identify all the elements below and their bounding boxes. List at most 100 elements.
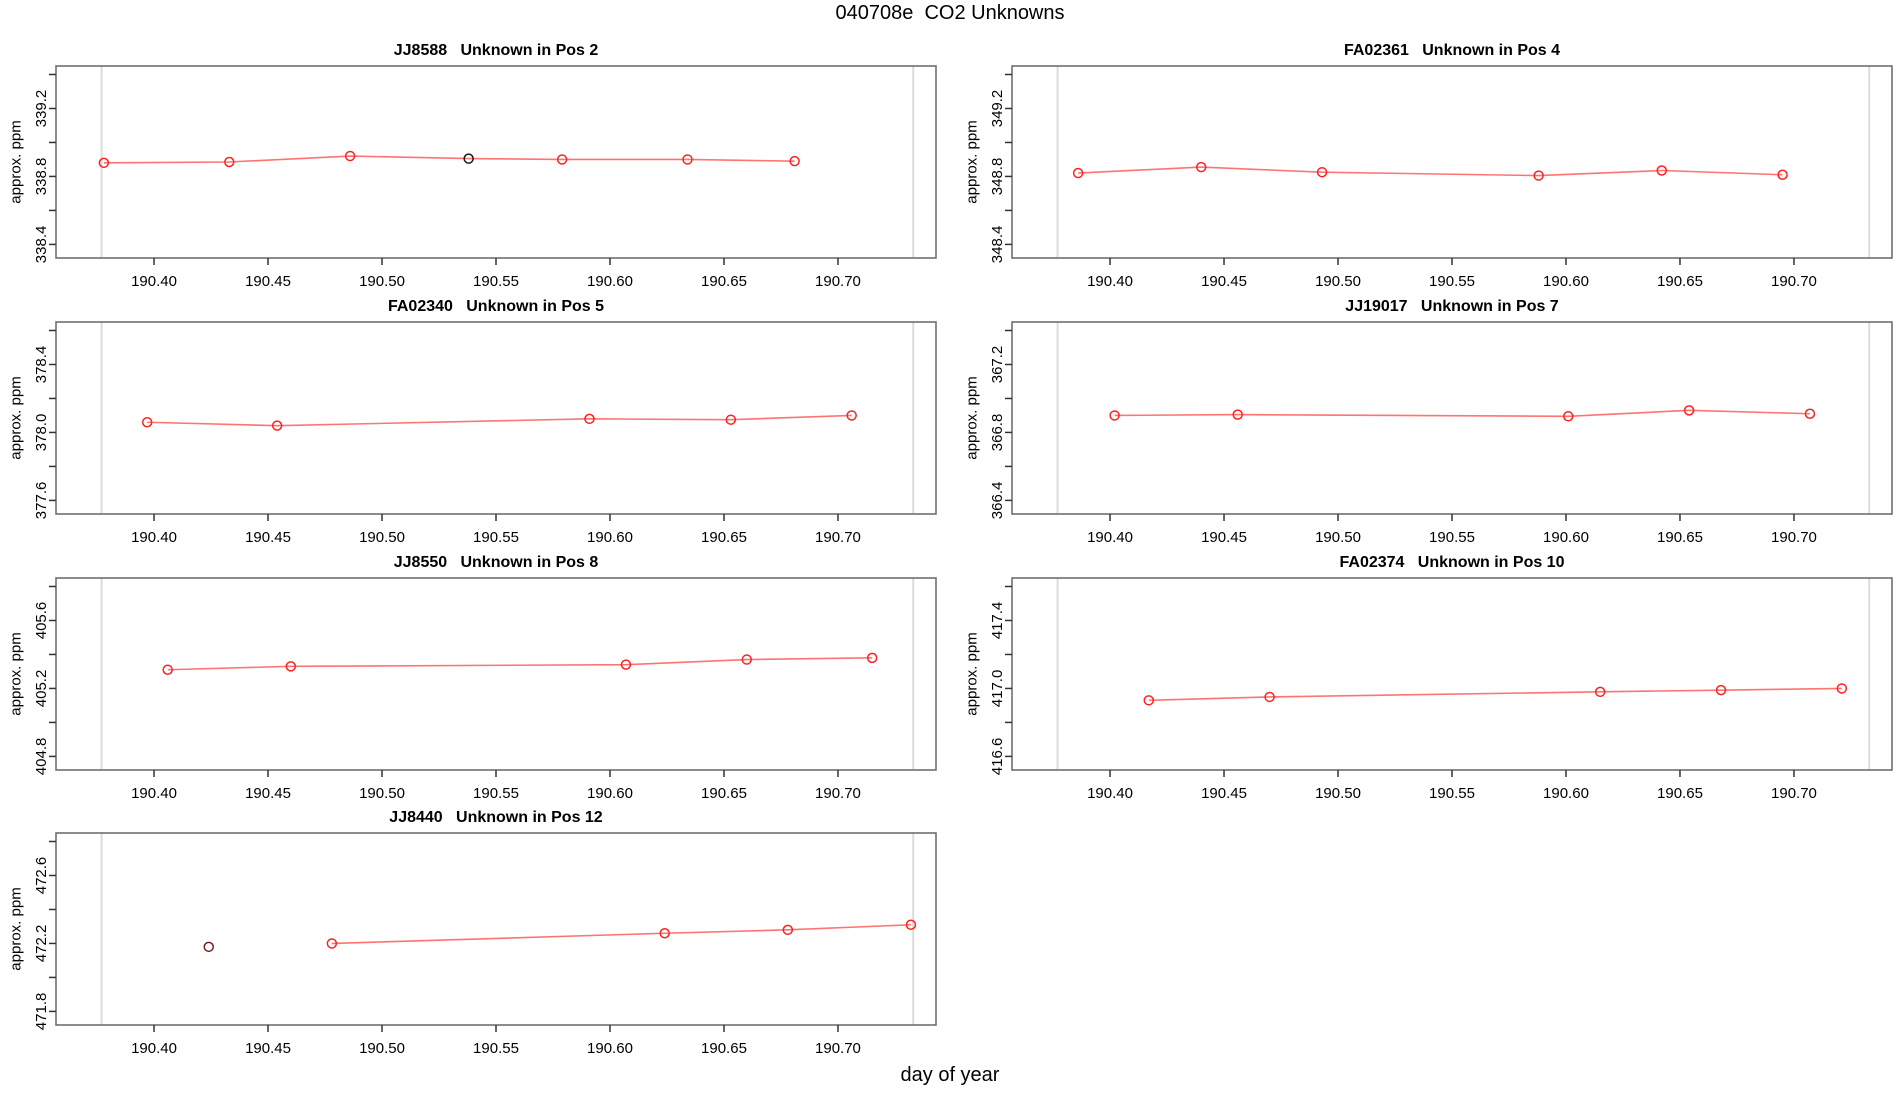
panel-title: JJ8440 Unknown in Pos 12	[389, 809, 603, 826]
y-axis-label: approx. ppm	[7, 632, 25, 716]
plot-box	[55, 321, 937, 515]
data-point	[203, 941, 214, 953]
data-point	[463, 153, 474, 164]
x-tick-label: 190.65	[1657, 529, 1703, 546]
x-tick-label: 190.55	[473, 529, 519, 546]
y-tick-label: 366.8	[989, 414, 1006, 452]
data-point	[1195, 161, 1207, 173]
x-tick-label: 190.55	[1429, 529, 1475, 546]
x-tick-label: 190.65	[1657, 273, 1703, 290]
data-point	[1836, 683, 1848, 694]
panel-title: JJ8588 Unknown in Pos 2	[393, 42, 599, 59]
x-tick-label: 190.50	[359, 785, 405, 802]
data-point	[905, 919, 917, 931]
data-point	[98, 157, 110, 169]
x-tick-label: 190.70	[815, 273, 861, 290]
x-tick-label: 190.65	[701, 529, 747, 546]
data-point	[1777, 169, 1788, 180]
x-tick-label: 190.60	[1543, 785, 1589, 802]
series-line	[1148, 687, 1842, 702]
y-tick-label: 417.0	[989, 670, 1006, 708]
x-tick-label: 190.50	[359, 273, 405, 290]
data-point	[1072, 167, 1084, 179]
x-tick-label: 190.70	[1771, 785, 1817, 802]
panel-title: FA02340 Unknown in Pos 5	[387, 298, 605, 315]
data-point	[725, 414, 737, 425]
data-point	[659, 927, 670, 939]
data-point	[224, 156, 235, 168]
panel-2: 190.40 190.45 190.50 190.55 190.60 190.65 190.…	[33, 321, 937, 546]
x-tick-label: 190.60	[1543, 529, 1589, 546]
data-point	[1264, 691, 1275, 703]
data-point	[271, 420, 283, 431]
y-tick-label: 405.2	[33, 670, 50, 708]
y-tick-label: 338.8	[33, 158, 50, 196]
y-axis-label: approx. ppm	[7, 120, 25, 204]
x-tick-label: 190.60	[587, 529, 633, 546]
data-point	[162, 664, 173, 676]
data-point	[1804, 408, 1816, 420]
x-tick-label: 190.45	[245, 529, 291, 546]
main-title: 040708e CO2 Unknowns	[835, 2, 1065, 24]
x-tick-label: 190.55	[473, 273, 519, 290]
data-point	[285, 661, 297, 672]
plot-box	[1011, 321, 1893, 515]
y-tick-label: 339.2	[33, 90, 50, 128]
plot-box	[1011, 65, 1893, 259]
x-tick-label: 190.40	[1087, 785, 1133, 802]
x-tick-label: 190.70	[1771, 273, 1817, 290]
x-tick-label: 190.40	[1087, 529, 1133, 546]
y-tick-label: 472.2	[33, 925, 50, 963]
data-point	[620, 659, 632, 670]
panel-1: 190.40 190.45 190.50 190.55 190.60 190.65 190.…	[989, 65, 1893, 290]
y-tick-label: 378.4	[33, 346, 50, 384]
plot-box	[1011, 577, 1893, 771]
x-tick-label: 190.50	[359, 1040, 405, 1057]
data-point	[326, 938, 338, 949]
panel-title: FA02361 Unknown in Pos 4	[1343, 42, 1561, 59]
x-tick-label: 190.70	[815, 1040, 861, 1057]
data-point	[556, 154, 568, 165]
x-tick-label: 190.60	[587, 273, 633, 290]
y-tick-label: 416.6	[989, 738, 1006, 776]
data-point	[344, 150, 356, 162]
series-line	[147, 414, 852, 427]
y-tick-label: 348.8	[989, 158, 1006, 196]
x-tick-label: 190.50	[1315, 529, 1361, 546]
data-point	[1316, 166, 1328, 178]
x-tick-label: 190.40	[131, 273, 177, 290]
x-tick-label: 190.40	[131, 529, 177, 546]
x-tick-label: 190.45	[1201, 529, 1247, 546]
y-tick-label: 417.4	[989, 602, 1006, 640]
x-tick-label: 190.45	[245, 785, 291, 802]
data-point	[682, 154, 693, 165]
x-tick-label: 190.45	[1201, 273, 1247, 290]
x-tick-label: 190.60	[1543, 273, 1589, 290]
data-point	[1656, 165, 1667, 176]
data-point	[1109, 410, 1120, 421]
data-point	[1683, 405, 1695, 416]
panel-5: 190.40 190.45 190.50 190.55 190.60 190.65 190.…	[989, 577, 1893, 802]
y-tick-label: 471.8	[33, 993, 50, 1031]
y-tick-label: 405.6	[33, 602, 50, 640]
panel-6: 190.40 190.45 190.50 190.55 190.60 190.65 190.…	[33, 832, 937, 1057]
x-tick-label: 190.50	[359, 529, 405, 546]
y-axis-label: approx. ppm	[7, 887, 25, 971]
series-line	[167, 657, 873, 671]
x-tick-label: 190.50	[1315, 785, 1361, 802]
panel-3: 190.40 190.45 190.50 190.55 190.60 190.65 190.…	[989, 321, 1893, 546]
x-tick-label: 190.65	[701, 1040, 747, 1057]
x-tick-label: 190.40	[1087, 273, 1133, 290]
x-tick-label: 190.55	[473, 1040, 519, 1057]
x-tick-label: 190.55	[473, 785, 519, 802]
x-tick-label: 190.50	[1315, 273, 1361, 290]
y-tick-label: 404.8	[33, 738, 50, 776]
x-tick-label: 190.45	[1201, 785, 1247, 802]
x-tick-label: 190.65	[1657, 785, 1703, 802]
plot-box	[55, 577, 937, 771]
y-tick-label: 338.4	[33, 226, 50, 264]
data-point	[1563, 411, 1574, 422]
x-tick-label: 190.70	[815, 785, 861, 802]
